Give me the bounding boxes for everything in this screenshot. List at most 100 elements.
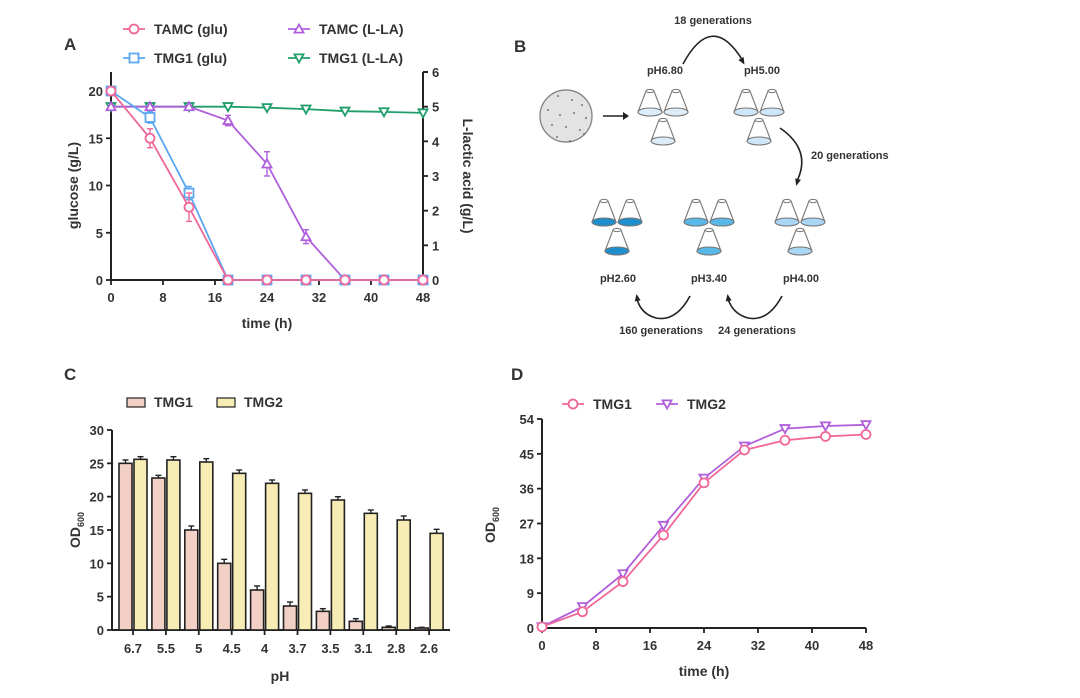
series-line bbox=[541, 433, 867, 628]
panel-c-chart: 0 5 10 15 20 25 30 6.7 5.5 5 4.5 4 3.7 3.5 3.1 2.8 2.6 pH… bbox=[67, 394, 450, 684]
panel-label-d: D bbox=[511, 365, 523, 384]
flask-neck bbox=[741, 88, 751, 94]
bar bbox=[216, 562, 232, 631]
data-point bbox=[104, 100, 118, 112]
transition-label-24: 24 generations bbox=[718, 325, 796, 337]
flask-liquid bbox=[683, 217, 709, 227]
y-tick-label: 0 bbox=[97, 623, 104, 638]
data-point bbox=[536, 621, 548, 633]
flask-group-ph340 bbox=[683, 198, 735, 256]
data-point bbox=[222, 274, 234, 286]
arrow-18-generations bbox=[682, 35, 744, 65]
x-tick-label: 16 bbox=[208, 290, 222, 305]
arrow-20-generations bbox=[779, 127, 803, 182]
bar bbox=[396, 519, 412, 631]
legend-label-tmg2: TMG2 bbox=[244, 394, 283, 410]
petri-dish bbox=[539, 89, 593, 143]
x-tick-label: 40 bbox=[805, 638, 819, 653]
y-tick-label: 10 bbox=[90, 556, 104, 571]
legend-item-tmg2-marker bbox=[660, 399, 674, 411]
legend: TMG1 TMG2 bbox=[126, 394, 283, 410]
legend: TMG1 TMG2 bbox=[562, 396, 726, 412]
panel-label-a: A bbox=[64, 35, 76, 54]
y2-tick-label: 5 bbox=[432, 100, 439, 115]
colony-dot bbox=[581, 104, 583, 106]
bar bbox=[348, 620, 364, 631]
series-tmg1 bbox=[536, 429, 872, 633]
bar bbox=[414, 627, 429, 631]
data-point bbox=[299, 230, 313, 242]
panel-d-chart: 0 9 18 27 36 45 54 0 8 16 24 32 40 48 time (h) OD600 TMG… bbox=[482, 396, 873, 679]
x-tick-label: 32 bbox=[312, 290, 326, 305]
series-line bbox=[110, 90, 423, 281]
x-tick-label: 5 bbox=[195, 641, 202, 656]
legend-label-tmg1: TMG1 bbox=[154, 394, 193, 410]
x-tick-label: 16 bbox=[643, 638, 657, 653]
data-point bbox=[617, 576, 629, 587]
panel-b-diagram: pH6.80 pH5.00 pH4.00 pH3.40 pH2.60 18 ge… bbox=[539, 15, 889, 337]
colony-dot bbox=[551, 124, 553, 126]
x-tick-label: 48 bbox=[859, 638, 873, 653]
legend-item-tamc-lla-marker bbox=[292, 22, 306, 34]
y-tick-label: 25 bbox=[90, 456, 104, 471]
flask-neck bbox=[795, 227, 805, 233]
y-tick-label: 0 bbox=[527, 621, 534, 636]
flask-liquid bbox=[696, 246, 722, 256]
x-tick-label: 3.1 bbox=[354, 641, 372, 656]
flask-neck bbox=[645, 88, 655, 94]
flask-liquid bbox=[759, 107, 785, 117]
stage-label-ph680: pH6.80 bbox=[647, 65, 683, 77]
data-point bbox=[657, 520, 670, 532]
flask-icon bbox=[800, 198, 826, 227]
series-tamc-glu- bbox=[105, 85, 429, 286]
flask-neck bbox=[625, 198, 635, 204]
petri-dish-icon bbox=[539, 89, 593, 143]
transition-label-18: 18 generations bbox=[674, 15, 752, 27]
data-point bbox=[300, 274, 312, 286]
stage-label-ph340: pH3.40 bbox=[691, 273, 727, 285]
x-tick-label: 8 bbox=[592, 638, 599, 653]
data-point bbox=[221, 114, 235, 126]
flask-neck bbox=[767, 88, 777, 94]
flask-icon bbox=[787, 227, 813, 256]
colony-dot bbox=[579, 129, 581, 131]
flask-liquid bbox=[733, 107, 759, 117]
y-axis-label-subscript: 600 bbox=[491, 507, 501, 522]
x-tick-label: 8 bbox=[159, 290, 166, 305]
bar bbox=[429, 532, 444, 631]
data-point bbox=[338, 106, 352, 118]
y-axis-label: OD600 bbox=[482, 507, 501, 543]
x-tick-label: 40 bbox=[364, 290, 378, 305]
flask-neck bbox=[717, 198, 727, 204]
x-tick-label: 48 bbox=[416, 290, 430, 305]
legend-item-tmg2-label: TMG2 bbox=[687, 396, 726, 412]
y-tick-label: 0 bbox=[96, 273, 103, 288]
legend-item-tamc-glu-label: TAMC (glu) bbox=[154, 21, 228, 37]
flask-group-ph500 bbox=[733, 88, 785, 146]
flask-neck bbox=[612, 227, 622, 233]
flask-liquid bbox=[800, 217, 826, 227]
flask-liquid bbox=[591, 217, 617, 227]
panel-label-b: B bbox=[514, 37, 526, 56]
panel-a-chart: 0 5 10 15 20 0 1 2 3 4 5 6 0 8 16 24 32 40 48 time (h) gluco… bbox=[65, 21, 476, 331]
colony-dot bbox=[557, 95, 559, 97]
bar bbox=[282, 605, 298, 631]
flask-icon bbox=[604, 227, 630, 256]
data-point bbox=[739, 444, 750, 456]
bar bbox=[231, 472, 247, 631]
x-tick-label: 4.5 bbox=[223, 641, 241, 656]
data-point bbox=[417, 274, 429, 286]
data-point bbox=[819, 421, 832, 433]
y-tick-label: 27 bbox=[520, 517, 534, 532]
arrow-head-icon bbox=[623, 112, 629, 120]
legend-swatch-tmg1 bbox=[126, 397, 146, 408]
flask-icon bbox=[696, 227, 722, 256]
stage-label-ph500: pH5.00 bbox=[744, 65, 780, 77]
legend-swatch-tmg2 bbox=[216, 397, 236, 408]
arrow-18-generations-head-icon bbox=[738, 57, 745, 65]
stage-label-ph400: pH4.00 bbox=[783, 273, 819, 285]
colony-dot bbox=[559, 114, 561, 116]
data-point bbox=[183, 201, 195, 213]
legend-item-tmg1-glu-marker bbox=[128, 52, 140, 64]
